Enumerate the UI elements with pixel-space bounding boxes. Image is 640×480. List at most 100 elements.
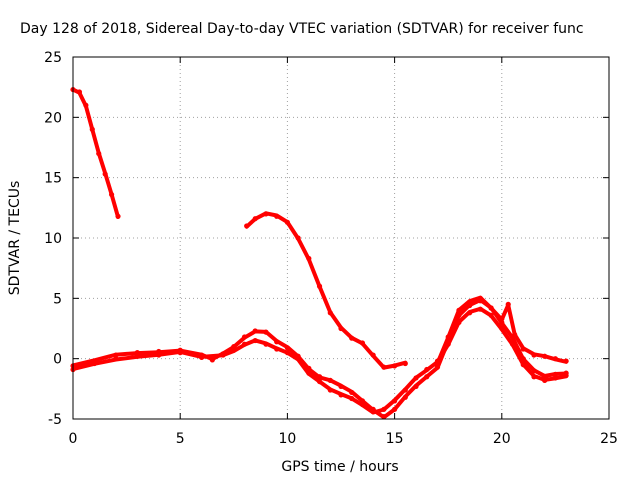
y-axis-label: SDTVAR / TECUs bbox=[7, 181, 23, 296]
data-point bbox=[424, 366, 430, 373]
data-point bbox=[284, 219, 290, 225]
data-point bbox=[199, 354, 205, 361]
data-point bbox=[177, 350, 183, 356]
data-series-layer bbox=[70, 86, 569, 420]
data-point bbox=[306, 255, 312, 262]
data-point bbox=[349, 389, 355, 396]
data-point bbox=[552, 356, 559, 362]
data-point bbox=[456, 319, 462, 326]
data-point bbox=[89, 126, 95, 132]
data-point bbox=[488, 305, 494, 311]
data-point bbox=[542, 353, 548, 359]
data-point bbox=[499, 316, 505, 322]
data-point bbox=[563, 372, 569, 379]
data-point bbox=[434, 359, 441, 365]
data-point bbox=[359, 401, 366, 408]
data-point bbox=[327, 377, 333, 383]
data-point bbox=[512, 331, 518, 338]
data-point bbox=[488, 312, 494, 318]
grid-lines bbox=[73, 57, 609, 419]
data-point bbox=[338, 325, 344, 332]
y-tick-label: 0 bbox=[53, 352, 62, 368]
data-point bbox=[402, 387, 408, 393]
data-point bbox=[370, 352, 376, 358]
data-point bbox=[115, 213, 121, 219]
data-point bbox=[231, 344, 237, 350]
data-point bbox=[520, 346, 526, 352]
data-point bbox=[402, 394, 408, 400]
data-point bbox=[349, 335, 355, 341]
data-point bbox=[134, 350, 140, 356]
y-tick-label: -5 bbox=[48, 412, 62, 428]
data-point bbox=[295, 356, 301, 362]
data-point bbox=[520, 362, 526, 368]
data-point bbox=[156, 352, 162, 358]
data-point bbox=[327, 387, 333, 393]
data-point bbox=[134, 353, 140, 359]
data-point bbox=[113, 352, 119, 358]
data-point bbox=[359, 340, 366, 346]
data-point bbox=[316, 283, 323, 289]
data-point bbox=[274, 339, 280, 345]
data-point bbox=[338, 383, 344, 390]
data-point bbox=[413, 375, 419, 381]
data-point bbox=[231, 347, 237, 353]
data-point bbox=[499, 319, 505, 326]
data-point bbox=[477, 306, 483, 312]
data-point bbox=[316, 378, 323, 385]
data-point bbox=[252, 328, 258, 334]
data-point bbox=[392, 406, 398, 412]
data-point bbox=[531, 374, 537, 380]
y-tick-label: 25 bbox=[44, 50, 62, 66]
data-point bbox=[467, 299, 473, 305]
data-point bbox=[274, 213, 280, 219]
data-point bbox=[252, 337, 258, 344]
series-line-segment-early bbox=[71, 87, 120, 219]
data-point bbox=[349, 395, 355, 402]
data-point bbox=[76, 89, 83, 95]
data-point bbox=[381, 413, 387, 420]
y-tick-label: 15 bbox=[44, 171, 62, 187]
data-point bbox=[306, 370, 312, 376]
data-point bbox=[241, 341, 248, 347]
data-point bbox=[413, 383, 419, 390]
data-point bbox=[108, 191, 115, 198]
data-point bbox=[552, 375, 559, 381]
data-point bbox=[284, 345, 290, 351]
data-point bbox=[402, 360, 408, 367]
data-point bbox=[338, 392, 344, 398]
data-point bbox=[552, 371, 559, 377]
data-point bbox=[381, 364, 387, 370]
x-axis-label: GPS time / hours bbox=[281, 459, 398, 475]
data-point bbox=[467, 310, 473, 316]
x-tick-label: 0 bbox=[69, 431, 78, 447]
data-point bbox=[252, 216, 258, 222]
data-point bbox=[263, 329, 269, 335]
data-point bbox=[424, 374, 430, 380]
data-point bbox=[327, 310, 333, 316]
data-point bbox=[381, 406, 387, 412]
data-point bbox=[316, 374, 323, 380]
data-point bbox=[505, 301, 511, 307]
data-point bbox=[209, 357, 215, 363]
x-tick-label: 15 bbox=[386, 431, 404, 447]
data-point bbox=[220, 352, 226, 358]
y-tick-label: 20 bbox=[44, 110, 62, 126]
series-line-segment-main-b bbox=[71, 306, 569, 415]
data-point bbox=[509, 341, 516, 347]
chart-title: Day 128 of 2018, Sidereal Day-to-day VTE… bbox=[20, 21, 584, 37]
data-point bbox=[434, 364, 441, 370]
data-point bbox=[83, 102, 89, 108]
data-point bbox=[96, 150, 102, 157]
axis-ticks: 0 5 10 15 20 25 -5 0 5 10 15 20 25 bbox=[44, 50, 618, 447]
data-point bbox=[370, 409, 376, 415]
data-point bbox=[102, 171, 108, 177]
x-tick-label: 25 bbox=[600, 431, 618, 447]
data-point bbox=[113, 356, 119, 362]
data-point bbox=[392, 363, 398, 369]
y-tick-label: 10 bbox=[44, 231, 62, 247]
x-tick-label: 10 bbox=[278, 431, 296, 447]
x-tick-label: 5 bbox=[176, 431, 185, 447]
data-point bbox=[456, 307, 462, 313]
